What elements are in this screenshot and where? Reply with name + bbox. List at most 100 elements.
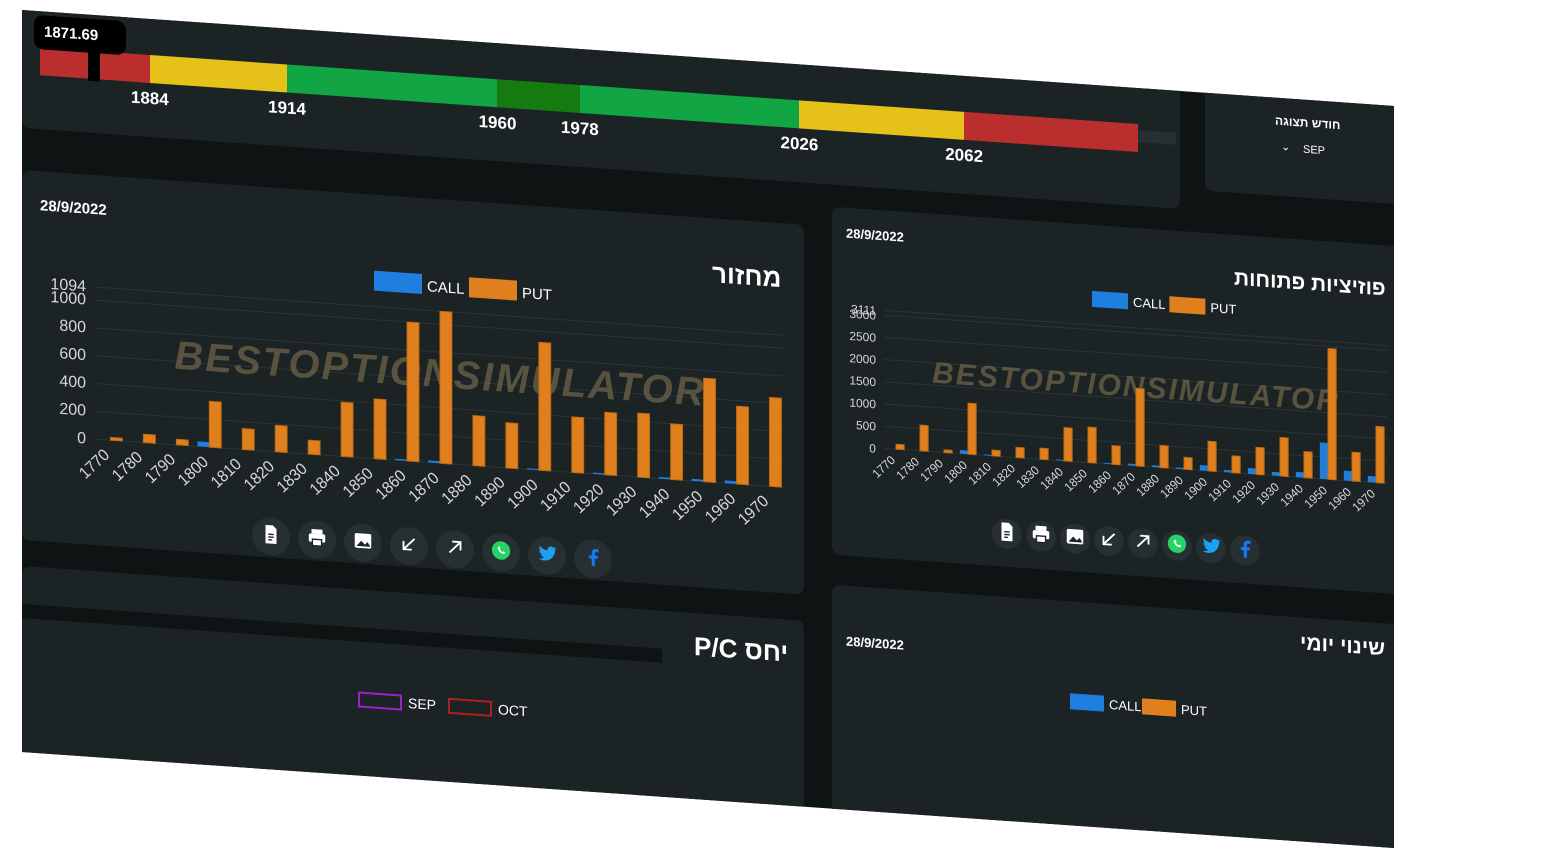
gauge-segment (964, 111, 1138, 153)
call-bar (691, 478, 704, 482)
y-tick-label: 1000 (50, 289, 86, 308)
x-tick-label: 1950 (1301, 483, 1330, 511)
gauge-segment (287, 64, 498, 108)
print-button[interactable] (1026, 520, 1056, 553)
x-tick-label: 1850 (340, 465, 377, 501)
call-bar (1343, 470, 1352, 482)
print-button[interactable] (298, 519, 336, 560)
x-tick-label: 1950 (669, 488, 706, 524)
legend-sep[interactable]: SEP (358, 691, 437, 713)
legend-call-label: CALL (1133, 295, 1165, 312)
put-bar (340, 401, 354, 458)
legend-oct-swatch (448, 697, 492, 717)
arrow-down-left-icon (1098, 527, 1120, 556)
x-tick-label: 1840 (307, 462, 344, 498)
legend-oct[interactable]: OCT (448, 697, 528, 719)
chart-legend: CALL PUT (1092, 290, 1236, 317)
arrow-up-right-button[interactable] (1128, 527, 1158, 560)
chart-legend: CALL PUT (374, 270, 552, 304)
put-bar (637, 412, 651, 479)
y-tick-label: 1500 (849, 373, 876, 389)
x-tick-label: 1790 (917, 456, 946, 484)
image-button[interactable] (1060, 522, 1090, 555)
x-tick-label: 1780 (109, 449, 146, 485)
y-tick-label: 800 (59, 317, 86, 336)
legend-call-swatch (374, 270, 422, 294)
whatsapp-icon (1166, 531, 1188, 560)
facebook-icon (1234, 536, 1256, 565)
call-bar (1271, 471, 1280, 476)
put-bar (175, 438, 189, 447)
call-bar (959, 450, 968, 455)
legend-call-swatch (1070, 693, 1104, 712)
call-bar (197, 441, 210, 448)
call-bar (1055, 459, 1064, 461)
document-icon (996, 520, 1018, 549)
gridline (884, 314, 1388, 351)
month-select[interactable]: ⌄ SEP (1277, 140, 1357, 164)
gauge-tick-label: 1914 (268, 97, 306, 119)
put-bar (1303, 450, 1313, 479)
put-bar (1159, 444, 1169, 469)
gauge-track (1138, 130, 1176, 145)
x-tick-label: 1960 (702, 490, 739, 526)
put-bar (1255, 446, 1265, 476)
put-bar (1183, 456, 1193, 471)
twitter-button[interactable] (1196, 532, 1226, 565)
x-tick-label: 1810 (965, 459, 994, 487)
put-bar (571, 416, 585, 474)
put-bar (670, 423, 684, 481)
legend-sep-label: SEP (408, 694, 437, 713)
put-bar (241, 428, 255, 451)
gauge-segment (799, 100, 965, 140)
arrow-down-left-button[interactable] (1094, 524, 1124, 558)
daily-change-panel: שינוי יומי 28/9/2022 CALL PUT (832, 584, 1394, 848)
facebook-button[interactable] (574, 538, 612, 580)
put-bar (1015, 446, 1025, 459)
x-tick-label: 1970 (735, 492, 772, 528)
x-tick-label: 1930 (603, 483, 640, 519)
facebook-button[interactable] (1230, 534, 1260, 567)
gauge-tick-label: 2026 (780, 133, 819, 155)
put-bar (1063, 427, 1073, 462)
gauge-tick-label: 1978 (560, 117, 599, 140)
daily-change-title: שינוי יומי (1300, 631, 1386, 661)
arrow-up-right-button[interactable] (436, 528, 474, 570)
put-bar (307, 439, 321, 456)
put-bar (439, 310, 453, 465)
gridline (884, 309, 1388, 347)
legend-put-label: PUT (1210, 300, 1236, 317)
x-tick-label: 1840 (1037, 464, 1066, 492)
call-bar (1319, 442, 1328, 480)
put-bar (919, 424, 929, 452)
call-bar (1367, 475, 1377, 483)
call-bar (1295, 471, 1304, 478)
image-button[interactable] (344, 522, 382, 564)
whatsapp-button[interactable] (482, 532, 520, 573)
legend-put-swatch (1169, 296, 1206, 315)
arrow-down-left-button[interactable] (390, 525, 428, 567)
put-bar (505, 422, 519, 470)
put-bar (1039, 447, 1049, 461)
document-button[interactable] (992, 517, 1022, 550)
put-bar (142, 433, 156, 444)
twitter-button[interactable] (528, 535, 566, 577)
whatsapp-button[interactable] (1162, 529, 1192, 562)
x-tick-label: 1810 (208, 456, 245, 492)
legend-call[interactable]: CALL (1070, 693, 1142, 714)
call-bar (592, 472, 605, 475)
x-tick-label: 1880 (439, 472, 476, 508)
call-bar (1151, 465, 1160, 468)
x-tick-label: 1790 (142, 451, 179, 487)
call-bar (526, 468, 539, 471)
gauge-segment (149, 54, 288, 93)
document-button[interactable] (252, 516, 290, 557)
put-bar (895, 443, 905, 451)
put-bar (109, 436, 123, 442)
y-tick-label: 200 (59, 401, 86, 420)
call-bar (428, 460, 441, 464)
legend-put[interactable]: PUT (1142, 698, 1207, 719)
x-tick-label: 1850 (1061, 466, 1090, 494)
x-tick-label: 1860 (373, 467, 410, 503)
volume-chart: CALLPUT020040060080010001094BESTOPTIONSI… (50, 270, 786, 529)
